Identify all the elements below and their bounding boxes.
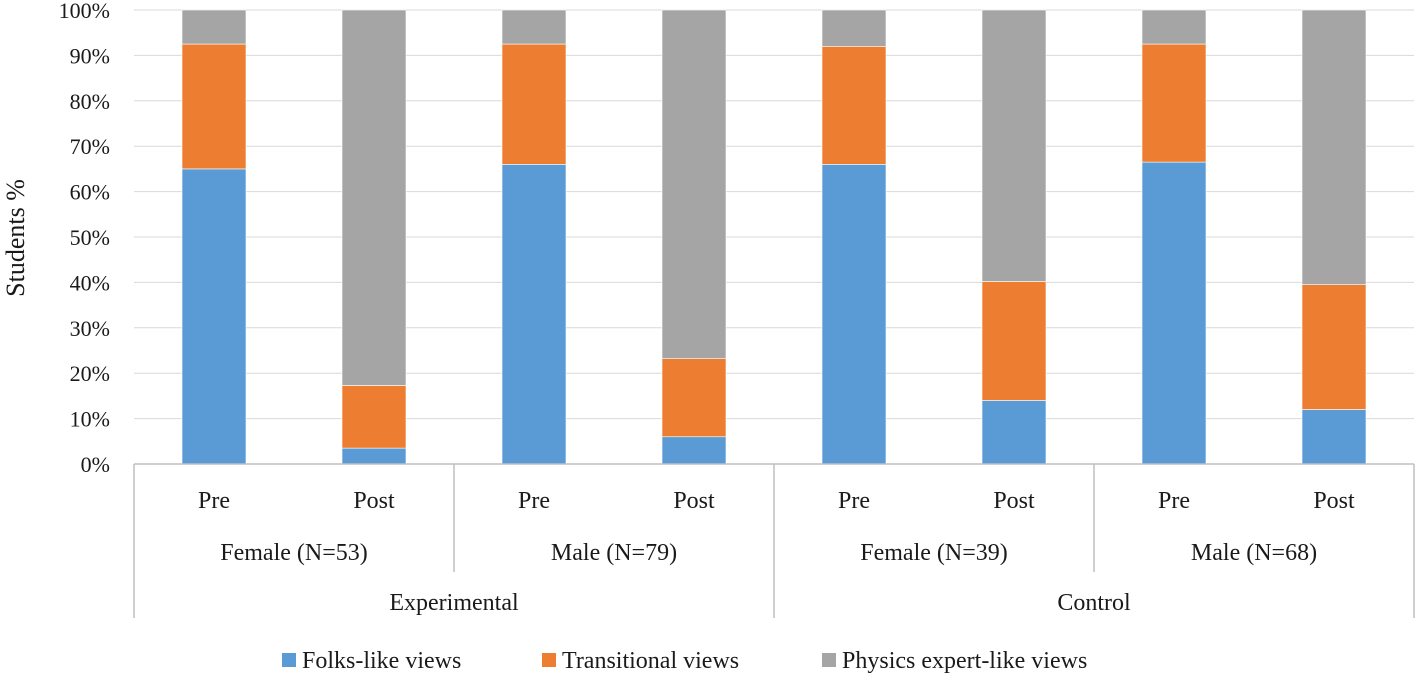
x-category-label: Pre bbox=[1158, 488, 1190, 514]
bar-segment bbox=[981, 400, 1047, 465]
x-category-label: Pre bbox=[198, 488, 230, 514]
bar-segment bbox=[661, 358, 727, 438]
y-tick-label: 20% bbox=[70, 361, 110, 386]
bar-segment bbox=[821, 9, 887, 47]
bar-segment bbox=[501, 9, 567, 45]
x-subgroup-label: Male (N=68) bbox=[1191, 540, 1317, 566]
y-tick-label: 80% bbox=[70, 89, 110, 114]
bar-segment bbox=[1301, 9, 1367, 285]
bar-segment bbox=[1301, 409, 1367, 465]
bar-segment bbox=[661, 436, 727, 465]
bar-segment bbox=[181, 168, 247, 465]
legend-label: Transitional views bbox=[562, 648, 739, 674]
x-category-label: Post bbox=[1313, 488, 1355, 514]
bar-segment bbox=[341, 9, 407, 386]
y-tick-label: 90% bbox=[70, 43, 110, 68]
bar-segment bbox=[821, 164, 887, 465]
x-subgroup-label: Female (N=53) bbox=[220, 540, 368, 566]
y-tick-label: 10% bbox=[70, 407, 110, 432]
bar-segment bbox=[1141, 9, 1207, 45]
bar-segment bbox=[341, 385, 407, 449]
x-category-label: Pre bbox=[838, 488, 870, 514]
bar-segment bbox=[981, 9, 1047, 282]
legend-swatch bbox=[542, 653, 556, 667]
gridlines bbox=[134, 9, 1414, 465]
y-tick-label: 100% bbox=[59, 0, 110, 23]
y-axis-label: Students % bbox=[1, 179, 30, 297]
x-subgroup-label: Female (N=39) bbox=[860, 540, 1008, 566]
legend-swatch bbox=[282, 653, 296, 667]
x-category-label: Post bbox=[993, 488, 1035, 514]
y-tick-label: 50% bbox=[70, 225, 110, 250]
bar-segment bbox=[341, 447, 407, 465]
x-category-label: Post bbox=[353, 488, 395, 514]
legend-swatch bbox=[822, 653, 836, 667]
legend-label: Folks-like views bbox=[302, 648, 461, 674]
bar-segment bbox=[981, 281, 1047, 401]
x-subgroup-label: Male (N=79) bbox=[551, 540, 677, 566]
y-tick-label: 60% bbox=[70, 180, 110, 205]
bar-segment bbox=[181, 9, 247, 45]
x-axis: Pre Post Pre Post Pre Post Pre Post Female (N=53… bbox=[133, 463, 1415, 618]
bar-segment bbox=[1141, 43, 1207, 163]
y-tick-labels: 0% 10% 20% 30% 40% 50% 60% 70% 80% 90% 100% bbox=[59, 0, 110, 477]
bar-segment bbox=[181, 43, 247, 170]
y-tick-label: 30% bbox=[70, 316, 110, 341]
bar-segment bbox=[1301, 284, 1367, 410]
x-group-label: Experimental bbox=[389, 590, 519, 616]
bar-segment bbox=[501, 43, 567, 165]
x-category-label: Post bbox=[673, 488, 715, 514]
bar-segment bbox=[821, 46, 887, 165]
x-group-label: Control bbox=[1057, 590, 1131, 616]
legend: Folks-like views Transitional views Physic… bbox=[282, 648, 1087, 674]
y-tick-label: 70% bbox=[70, 134, 110, 159]
legend-label: Physics expert-like views bbox=[842, 648, 1087, 674]
y-tick-label: 0% bbox=[81, 452, 110, 477]
bars bbox=[181, 9, 1367, 465]
bar-segment bbox=[661, 9, 727, 359]
x-category-label: Pre bbox=[518, 488, 550, 514]
y-tick-label: 40% bbox=[70, 270, 110, 295]
bar-segment bbox=[1141, 161, 1207, 465]
bar-segment bbox=[501, 164, 567, 465]
